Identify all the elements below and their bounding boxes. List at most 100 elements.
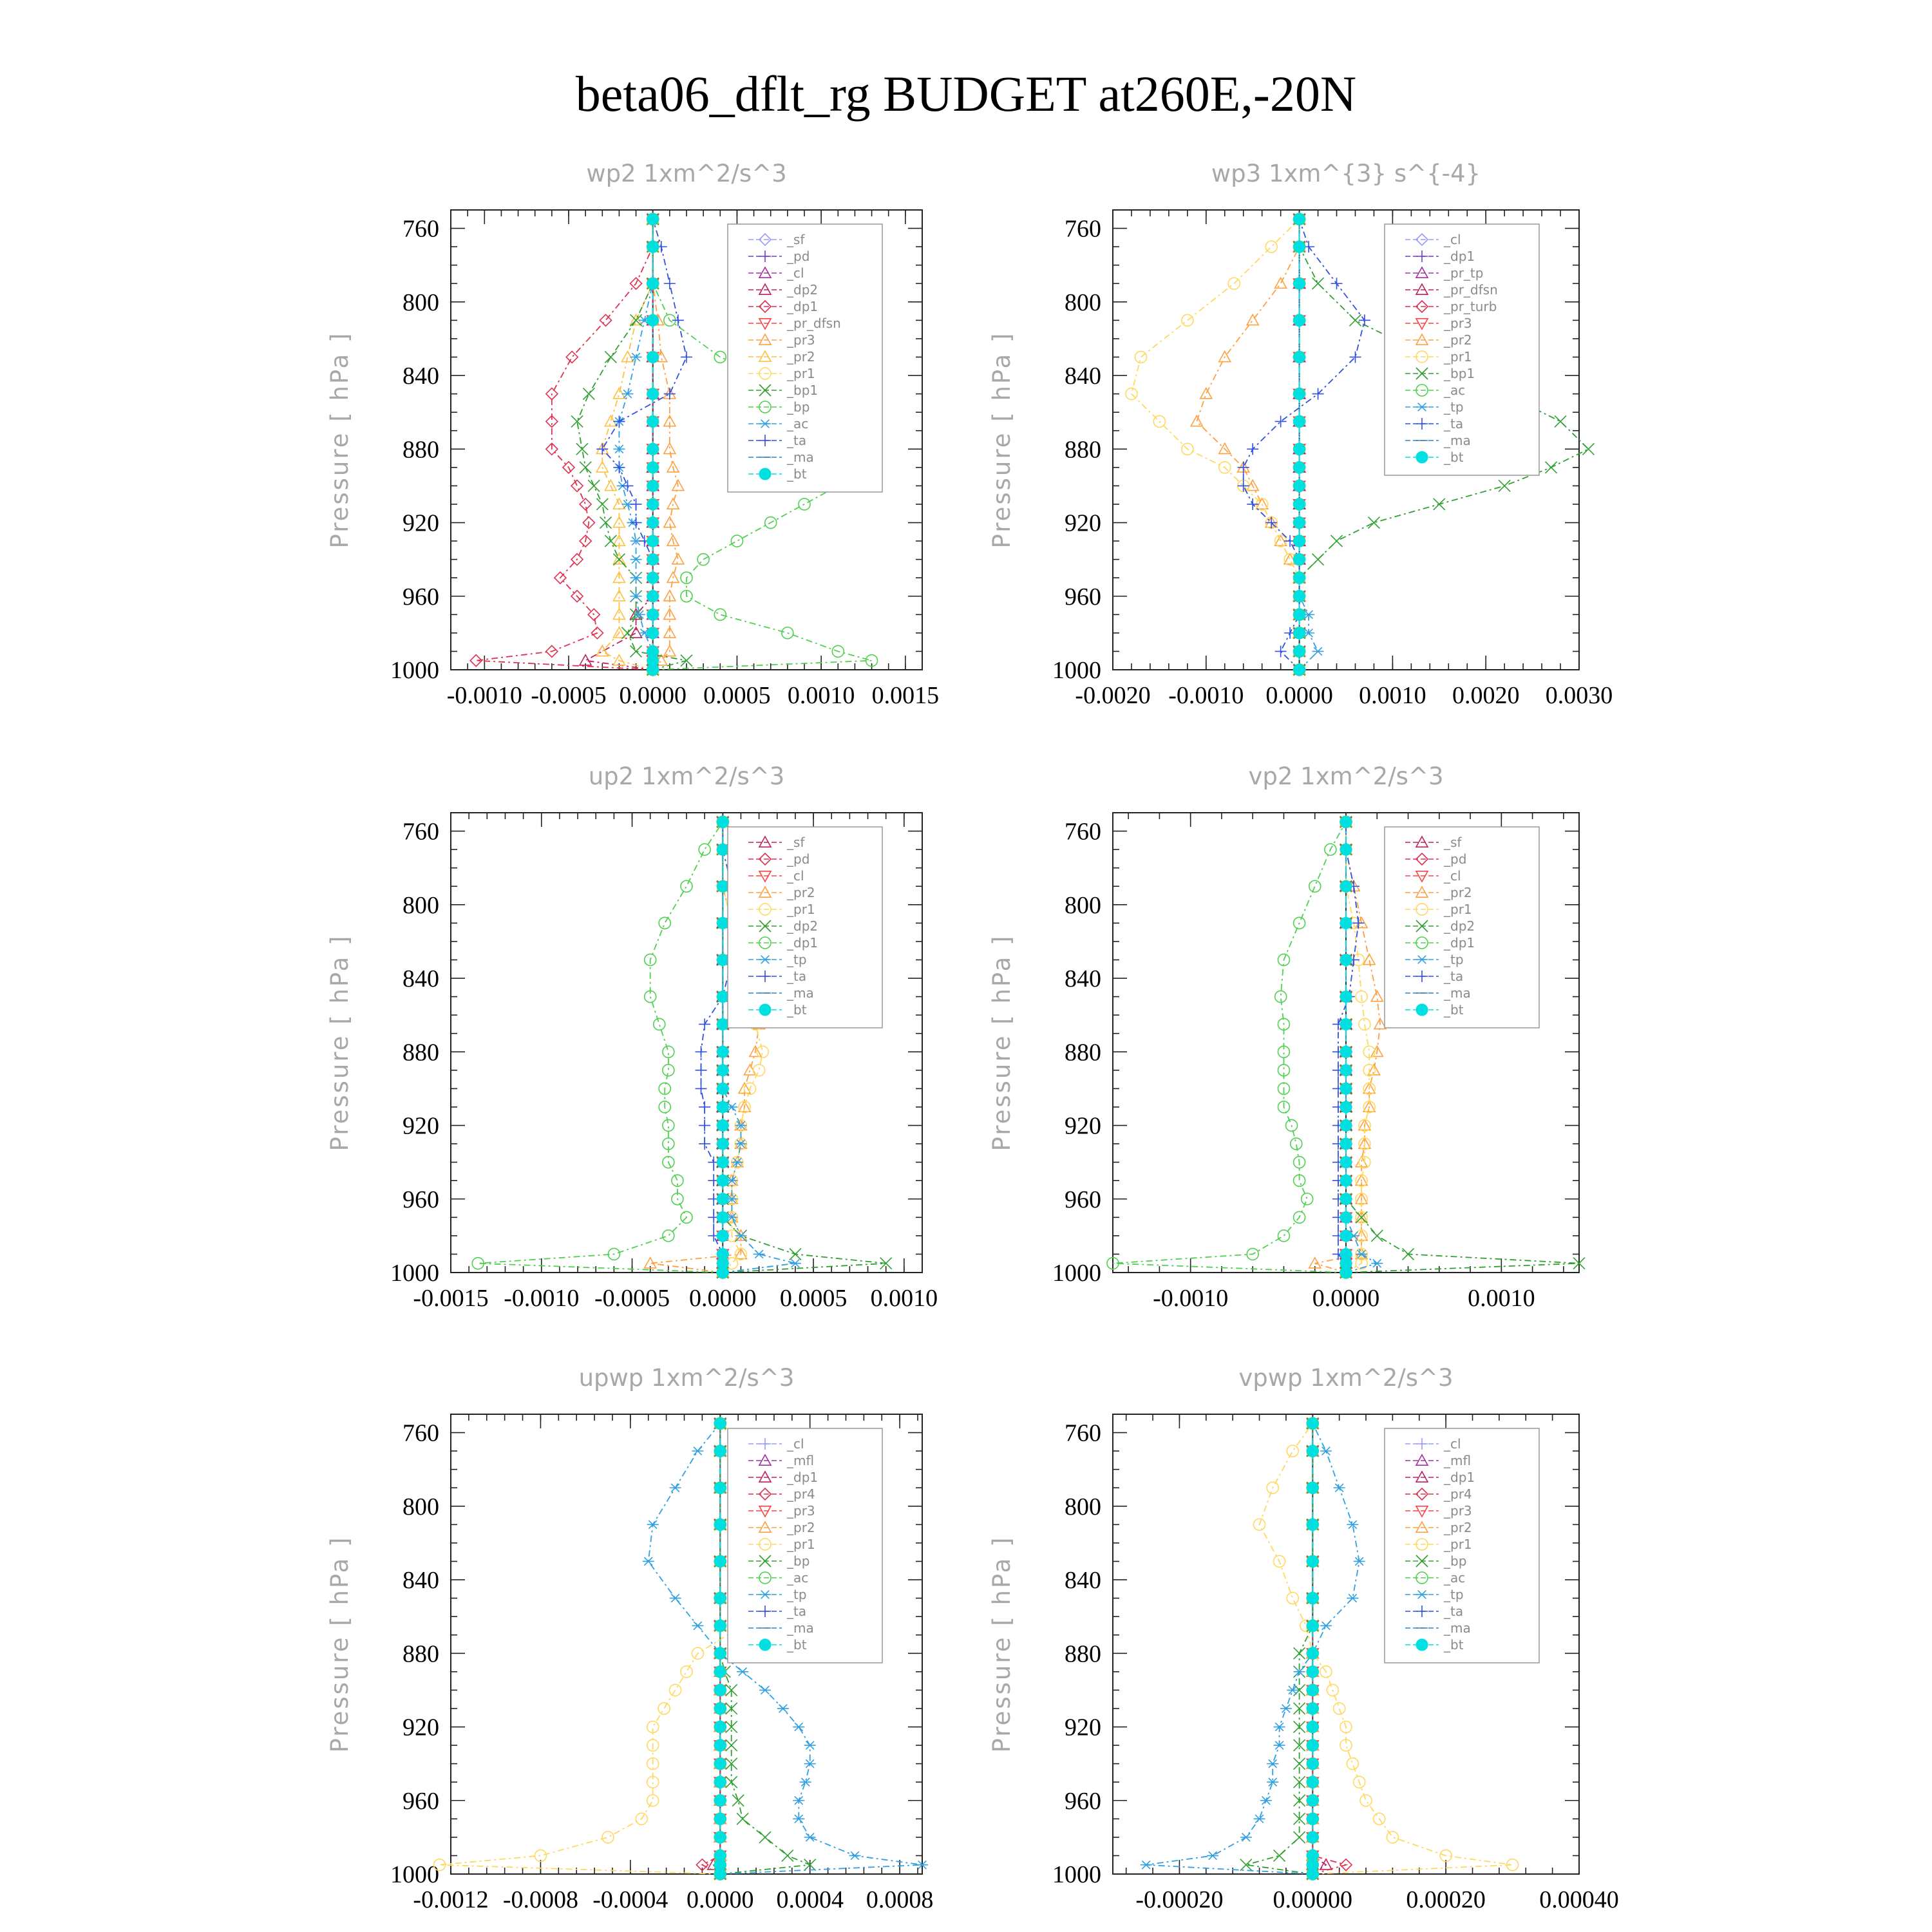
data-point xyxy=(471,1256,485,1270)
data-point xyxy=(1401,1247,1415,1261)
x-tick-label: -0.0010 xyxy=(1153,1285,1228,1312)
data-point xyxy=(1274,534,1287,547)
data-point xyxy=(781,627,794,639)
data-point xyxy=(714,1849,726,1862)
legend-marker xyxy=(1416,971,1428,982)
x-tick-label: 0.0005 xyxy=(780,1285,848,1312)
legend-box xyxy=(1384,223,1540,476)
legend-label: _pr2 xyxy=(1443,332,1472,348)
data-point xyxy=(1306,1831,1319,1844)
data-point xyxy=(647,350,659,363)
data-point xyxy=(743,1082,757,1095)
legend-box xyxy=(1384,1428,1540,1663)
legend-marker xyxy=(759,955,771,964)
legend-marker xyxy=(1415,283,1429,295)
data-point xyxy=(1347,1593,1359,1603)
legend-label: _pr_dfsn xyxy=(1443,282,1498,298)
data-point xyxy=(716,1101,729,1113)
data-point xyxy=(1333,1483,1345,1493)
y-tick-label: 760 xyxy=(1065,1420,1101,1447)
data-point xyxy=(545,387,558,401)
y-tick-label: 760 xyxy=(402,216,439,243)
data-point xyxy=(545,442,558,456)
x-tick-label: -0.0020 xyxy=(1075,682,1150,709)
y-tick-label: 800 xyxy=(402,1493,439,1520)
data-point xyxy=(662,1155,675,1169)
data-point xyxy=(1266,1481,1280,1495)
data-point xyxy=(1340,1101,1352,1113)
legend-marker xyxy=(758,232,772,247)
data-point xyxy=(1355,1211,1368,1224)
data-point xyxy=(662,1119,675,1132)
data-point xyxy=(730,1155,744,1168)
data-point xyxy=(1181,442,1194,456)
legend-label: _dp1 xyxy=(1443,1470,1475,1485)
data-point xyxy=(571,415,583,428)
data-point xyxy=(647,590,659,603)
data-point xyxy=(570,479,584,493)
data-point xyxy=(647,627,659,639)
chart-panel-2: wp3 1xm^{3} s^{-4} Pressure [ hPa ] 760 800… xyxy=(988,160,1613,709)
data-point xyxy=(1340,1211,1352,1224)
data-point xyxy=(570,553,584,566)
data-point xyxy=(1320,1446,1332,1455)
legend-marker xyxy=(759,1605,771,1617)
legend-label: _pr2 xyxy=(1443,885,1472,900)
series-bt xyxy=(716,815,729,1279)
data-point xyxy=(1320,1621,1332,1631)
data-point xyxy=(1340,1045,1352,1058)
data-point xyxy=(1286,1444,1300,1457)
x-tick-label: 0.0004 xyxy=(776,1886,844,1913)
data-point xyxy=(621,627,634,639)
data-point xyxy=(647,571,659,584)
data-point xyxy=(1293,1683,1306,1696)
data-point xyxy=(1352,1776,1366,1788)
data-point xyxy=(759,1831,772,1844)
data-point xyxy=(1306,1794,1319,1807)
data-point xyxy=(1312,647,1324,656)
data-point xyxy=(1340,1137,1352,1150)
y-axis-label: Pressure [ hPa ] xyxy=(988,934,1016,1151)
legend-label: _cl xyxy=(786,265,804,281)
data-point xyxy=(1306,1647,1319,1660)
legend-label: _ma xyxy=(786,450,814,465)
data-point xyxy=(1218,442,1232,455)
y-tick-label: 880 xyxy=(402,1039,439,1066)
data-point xyxy=(714,1647,726,1660)
data-point xyxy=(1277,1101,1291,1113)
legend-marker xyxy=(758,283,772,295)
data-point xyxy=(732,1794,744,1807)
data-point xyxy=(1283,552,1297,565)
series-line xyxy=(1112,821,1347,1273)
series-dp1 xyxy=(469,213,659,677)
y-tick-label: 1000 xyxy=(1052,1861,1101,1888)
x-tick-label: 0.0000 xyxy=(1265,682,1333,709)
data-point xyxy=(680,571,693,585)
data-point xyxy=(1300,1192,1314,1206)
data-point xyxy=(658,1702,670,1715)
legend: _cl_mfl_dp1_pr4_pr3_pr2_pr1_bp_ac_tp_ta_… xyxy=(1384,1428,1540,1663)
data-point xyxy=(1293,1155,1306,1169)
legend: _sf_pd_cl_pr2 _pr1_dp2_dp1_tp _ta_ma_bt xyxy=(727,826,883,1028)
data-point xyxy=(646,1757,659,1770)
data-point xyxy=(714,1444,726,1457)
data-point xyxy=(1207,1851,1219,1861)
legend-label: _tp xyxy=(786,952,807,967)
data-point xyxy=(916,1860,928,1870)
data-point xyxy=(612,607,626,620)
data-point xyxy=(1306,1776,1319,1788)
series-line xyxy=(601,219,687,670)
data-point xyxy=(734,1247,748,1261)
series-pr2 xyxy=(1189,212,1306,675)
data-point xyxy=(669,1483,681,1493)
legend-marker xyxy=(759,920,772,933)
data-point xyxy=(612,552,626,565)
data-point xyxy=(662,1137,675,1150)
y-tick-label: 1000 xyxy=(390,657,439,684)
legend-box xyxy=(727,1428,883,1663)
data-point xyxy=(1245,478,1260,491)
data-point xyxy=(781,1849,794,1862)
data-point xyxy=(646,1739,659,1752)
data-point xyxy=(647,479,659,492)
data-point xyxy=(1293,663,1306,676)
